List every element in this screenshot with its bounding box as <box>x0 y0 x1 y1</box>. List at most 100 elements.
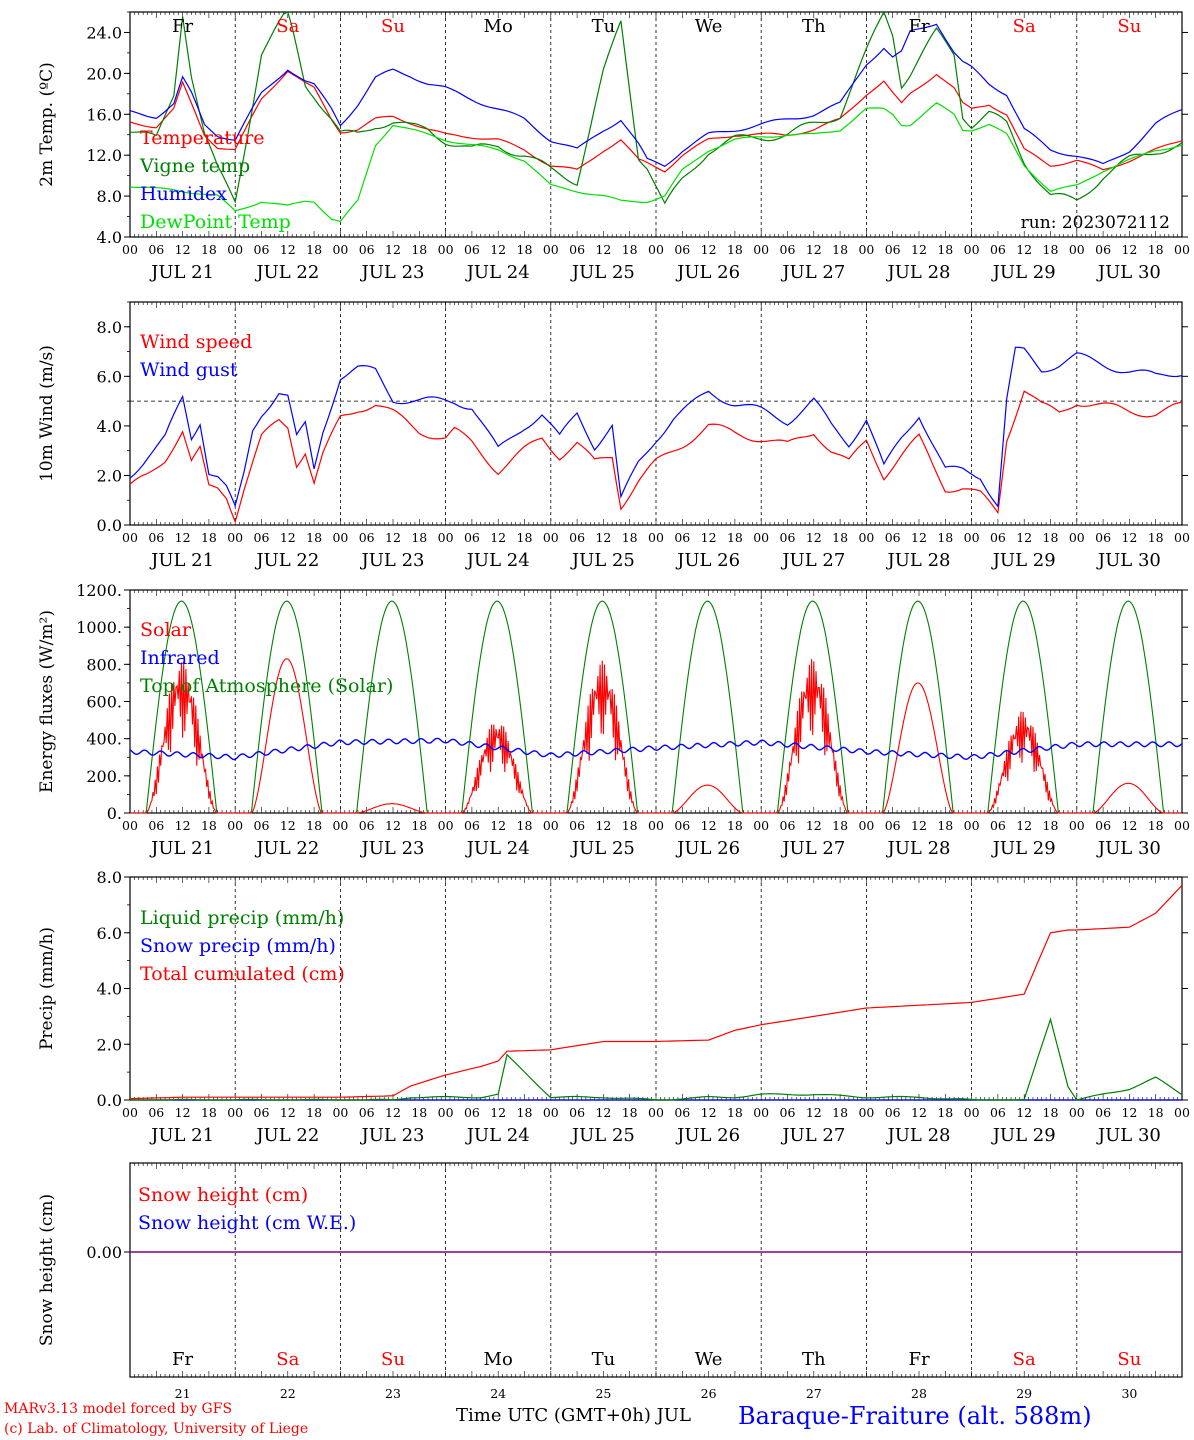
precip-ylabel: Precip (mm/h) <box>37 927 57 1050</box>
energy-hour-tick-label: 12 <box>595 818 611 833</box>
temperature-hour-tick-label: 06 <box>780 242 796 257</box>
precip-hour-tick-label: 00 <box>753 1105 769 1120</box>
temperature-date-label: JUL 23 <box>360 262 425 283</box>
temperature-weekday-label: Fr <box>172 16 193 37</box>
temperature-hour-tick-label: 18 <box>1043 242 1059 257</box>
wind-ytick-label: 2.0 <box>97 466 122 485</box>
precip-xaxis: 00 06 12 18 JUL 21 00 06 12 18 JUL 22 00 06 12 18 JUL … <box>122 1105 1190 1146</box>
wind-hour-tick-label: 12 <box>385 530 401 545</box>
energy-date-label: JUL 23 <box>360 838 425 859</box>
wind-hour-tick-label: 06 <box>885 530 901 545</box>
wind-date-label: JUL 24 <box>465 550 530 571</box>
snow-ytick-label: 0.00 <box>86 1243 122 1262</box>
energy-date-label: JUL 26 <box>675 838 740 859</box>
temperature-hour-tick-label: 00 <box>858 242 874 257</box>
temperature-hour-tick-label: 06 <box>148 242 164 257</box>
energy-hour-tick-label: 18 <box>201 818 217 833</box>
precip-hour-tick-label: 00 <box>964 1105 980 1120</box>
wind-hour-tick-label: 18 <box>411 530 427 545</box>
energy-hour-tick-label: 18 <box>306 818 322 833</box>
energy-legend-entry: Infrared <box>140 647 220 669</box>
energy-date-label: JUL 29 <box>991 838 1056 859</box>
temperature-hour-tick-label: 06 <box>464 242 480 257</box>
temperature-hour-tick-label: 12 <box>701 242 717 257</box>
temperature-hour-tick-label: 06 <box>990 242 1006 257</box>
temperature-ytick-label: 8.0 <box>97 187 122 206</box>
energy-date-label: JUL 22 <box>254 838 319 859</box>
temperature-hour-tick-label: 06 <box>359 242 375 257</box>
precip-ytick-label: 6.0 <box>97 924 122 943</box>
energy-frame <box>129 589 1183 814</box>
wind-hour-tick-label: 00 <box>858 530 874 545</box>
energy-xaxis: 00 06 12 18 JUL 21 00 06 12 18 JUL 22 00 06 12 18 JUL … <box>122 818 1190 859</box>
wind-hour-tick-label: 06 <box>1095 530 1111 545</box>
snow-legend-entry: Snow height (cm) <box>138 1184 308 1206</box>
temperature-ylabel: 2m Temp. (ºC) <box>37 62 57 187</box>
precip-date-label: JUL 28 <box>886 1125 951 1146</box>
temperature-hour-tick-label: 12 <box>490 242 506 257</box>
temperature-hour-tick-label: 12 <box>806 242 822 257</box>
snow-legend-entry: Snow height (cm W.E.) <box>138 1212 356 1234</box>
wind-hour-tick-label: 06 <box>254 530 270 545</box>
precip-hour-tick-label: 00 <box>648 1105 664 1120</box>
temperature-date-label: JUL 25 <box>570 262 635 283</box>
energy-hour-tick-label: 18 <box>832 818 848 833</box>
temperature-weekday-label: Su <box>381 16 405 37</box>
temperature-hour-tick-label: 00 <box>1069 242 1085 257</box>
wind-hour-tick-label: 12 <box>701 530 717 545</box>
energy-hour-tick-label: 06 <box>885 818 901 833</box>
energy-hour-tick-label: 18 <box>622 818 638 833</box>
wind-hour-tick-label: 06 <box>464 530 480 545</box>
wind-frame <box>129 301 1183 526</box>
temperature-weekday-label: Su <box>1117 16 1141 37</box>
wind-date-label: JUL 29 <box>991 550 1056 571</box>
wind-hour-tick-label: 06 <box>990 530 1006 545</box>
wind-hour-tick-label: 12 <box>490 530 506 545</box>
run-annotation: run: 2023072112 <box>1021 213 1170 233</box>
precip-ytick-label: 8.0 <box>97 868 122 887</box>
energy-hour-tick-label: 00 <box>964 818 980 833</box>
wind-series-line <box>129 390 1183 524</box>
precip-hour-tick-label: 00 <box>543 1105 559 1120</box>
temperature-hour-tick-label: 18 <box>201 242 217 257</box>
snow-weekday-label: Sa <box>1013 1349 1036 1370</box>
temperature-date-label: JUL 26 <box>675 262 740 283</box>
energy-hour-tick-label: 12 <box>490 818 506 833</box>
wind-hour-tick-label: 06 <box>359 530 375 545</box>
precip-hour-tick-label: 00 <box>122 1105 138 1120</box>
temperature-hour-tick-label: 00 <box>753 242 769 257</box>
wind-hour-tick-label: 12 <box>911 530 927 545</box>
precip-ytick-label: 4.0 <box>97 980 122 999</box>
temperature-hour-tick-label: 00 <box>1174 242 1190 257</box>
precip-hour-tick-label: 00 <box>438 1105 454 1120</box>
temperature-legend-entry: Humidex <box>140 183 227 205</box>
energy-hour-tick-label: 18 <box>727 818 743 833</box>
wind-series-line <box>129 346 1183 509</box>
temperature-ytick-label: 24.0 <box>86 23 122 42</box>
temperature-panel: 2m Temp. (ºC) 4.0 8.0 12.0 16.0 20.0 24.0 Fr Sa S… <box>37 10 1188 247</box>
snow-day-number: 23 <box>385 1386 401 1401</box>
energy-ytick-label: 800. <box>86 655 122 674</box>
wind-ytick-label: 6.0 <box>97 367 122 386</box>
wind-ytick-label: 4.0 <box>97 417 122 436</box>
energy-hour-tick-label: 06 <box>674 818 690 833</box>
energy-hour-tick-label: 06 <box>780 818 796 833</box>
temperature-weekday-label: Sa <box>1013 16 1036 37</box>
energy-hour-tick-label: 00 <box>1174 818 1190 833</box>
precip-date-label: JUL 21 <box>149 1125 214 1146</box>
energy-panel: Energy fluxes (W/m²) 0. 200. 400. 600. 800. 10… <box>37 581 1188 823</box>
energy-hour-tick-label: 06 <box>464 818 480 833</box>
temperature-hour-tick-label: 12 <box>175 242 191 257</box>
temperature-hour-tick-label: 12 <box>911 242 927 257</box>
wind-hour-tick-label: 12 <box>806 530 822 545</box>
temperature-series-line <box>129 10 1183 205</box>
energy-infrared-line <box>129 737 1183 761</box>
precip-hour-tick-label: 06 <box>885 1105 901 1120</box>
wind-hour-tick-label: 18 <box>622 530 638 545</box>
snow-day-number: 30 <box>1121 1386 1137 1401</box>
wind-hour-tick-label: 18 <box>727 530 743 545</box>
temperature-hour-tick-label: 00 <box>227 242 243 257</box>
temperature-weekday-label: Mo <box>484 16 513 37</box>
precip-hour-tick-label: 06 <box>148 1105 164 1120</box>
wind-legend-entry: Wind speed <box>140 331 252 353</box>
